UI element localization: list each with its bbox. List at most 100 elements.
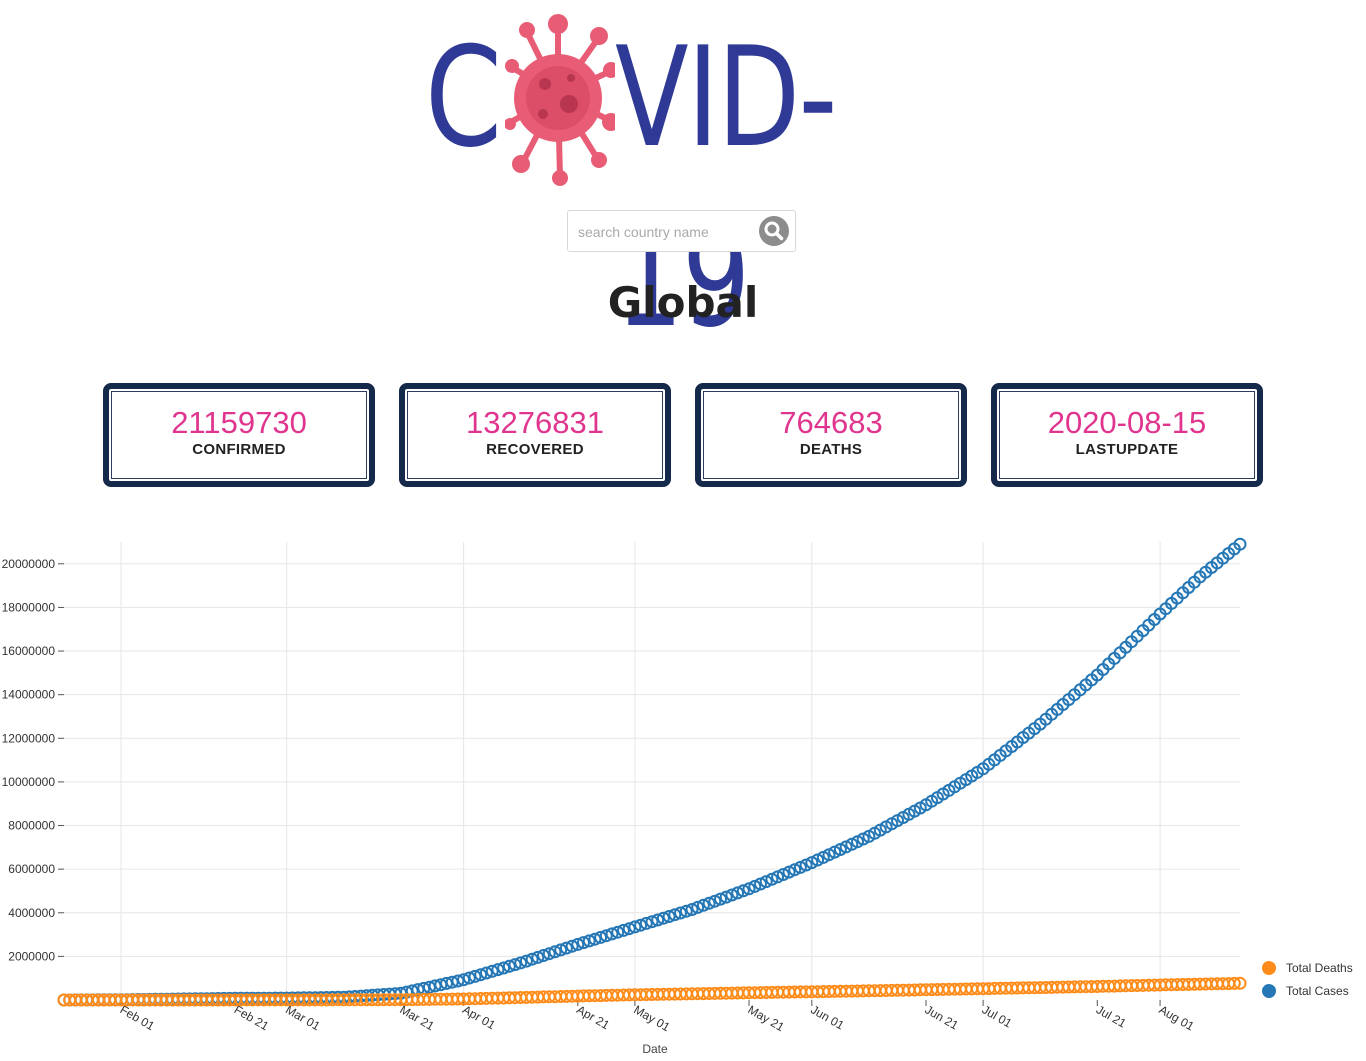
- cases-point: [548, 945, 562, 959]
- cases-point: [645, 915, 659, 929]
- legend-item-deaths[interactable]: Total Deaths: [1262, 956, 1353, 979]
- search-icon: [764, 221, 784, 241]
- cases-point: [617, 923, 630, 937]
- y-tick-label: 16000000: [2, 644, 56, 658]
- search-input[interactable]: [576, 217, 760, 247]
- y-tick-label: 4000000: [8, 906, 55, 920]
- cases-point: [611, 925, 625, 939]
- search-box: [567, 210, 796, 252]
- cases-point: [708, 894, 722, 908]
- x-tick-label: Feb 21: [232, 1002, 272, 1033]
- cases-point: [685, 903, 699, 916]
- cases-point: [565, 939, 579, 953]
- stat-value: 764683: [779, 405, 883, 440]
- cases-point: [702, 896, 716, 910]
- cases-point: [554, 943, 568, 957]
- deaths-point: [1227, 976, 1241, 990]
- stat-label: LASTUPDATE: [1075, 441, 1179, 458]
- chart-legend: Total Deaths Total Cases: [1262, 956, 1353, 1002]
- legend-swatch-cases: [1262, 983, 1276, 998]
- covid-chart: 2000000 4000000 6000000 8000000 10000000 1200…: [2, 537, 1247, 1056]
- cases-point: [696, 898, 710, 912]
- cases-point: [656, 911, 670, 925]
- y-tick-label: 20000000: [2, 557, 56, 571]
- logo-text-vid19: VID-19: [615, 17, 837, 358]
- cases-point: [531, 950, 545, 964]
- cases-point: [577, 936, 590, 950]
- cases-point: [457, 973, 471, 987]
- cases-point: [719, 890, 733, 904]
- stat-value: 2020-08-15: [1047, 405, 1207, 440]
- cases-point: [582, 934, 596, 948]
- x-tick-label: Jul 21: [1094, 1002, 1129, 1030]
- cases-point: [497, 961, 511, 975]
- y-tick-label: 8000000: [8, 819, 55, 833]
- cases-point: [662, 910, 676, 923]
- cases-point: [468, 969, 482, 983]
- x-tick-label: Jul 01: [980, 1002, 1015, 1030]
- x-tick-label: Feb 01: [118, 1002, 158, 1033]
- cases-point: [674, 906, 687, 920]
- cases-point: [485, 964, 499, 978]
- y-tick-label: 12000000: [2, 731, 56, 745]
- cases-point: [599, 929, 613, 943]
- cases-point: [691, 900, 705, 914]
- stat-card-deaths: 764683 DEATHS: [695, 383, 967, 487]
- cases-point: [651, 913, 665, 927]
- cases-point: [571, 937, 585, 951]
- y-tick-label: 18000000: [2, 600, 56, 614]
- cases-point: [725, 888, 739, 902]
- cases-point: [508, 958, 522, 972]
- cases-point: [742, 882, 756, 896]
- cases-point: [668, 908, 682, 922]
- cases-point: [537, 949, 550, 962]
- cases-point: [525, 952, 539, 966]
- x-tick-label: Mar 01: [283, 1002, 323, 1033]
- stat-label: RECOVERED: [486, 441, 584, 458]
- stat-value: 21159730: [171, 405, 307, 440]
- deaths-point: [1233, 976, 1247, 990]
- stat-card-lastupdate: 2020-08-15 LASTUPDATE: [991, 383, 1263, 487]
- x-tick-label: Aug 01: [1157, 1002, 1197, 1033]
- x-tick-label: Mar 21: [397, 1002, 437, 1033]
- y-tick-label: 10000000: [2, 775, 56, 789]
- cases-point: [759, 875, 773, 889]
- cases-point: [474, 968, 488, 982]
- virus-icon: [505, 14, 615, 186]
- cases-point: [714, 892, 727, 906]
- cases-point: [628, 920, 642, 934]
- x-tick-label: Jun 01: [808, 1002, 846, 1032]
- cases-point: [479, 966, 493, 980]
- stat-label: DEATHS: [799, 441, 863, 458]
- legend-item-cases[interactable]: Total Cases: [1262, 979, 1353, 1002]
- cases-point: [736, 884, 750, 898]
- cases-point: [594, 930, 608, 944]
- cases-point: [679, 904, 693, 918]
- logo-text-c: C: [425, 17, 502, 178]
- cases-point: [451, 974, 465, 988]
- cases-point: [605, 927, 619, 941]
- stat-card-recovered: 13276831 RECOVERED: [399, 383, 671, 487]
- stat-card-confirmed: 21159730 CONFIRMED: [103, 383, 375, 487]
- cases-point: [519, 954, 533, 968]
- legend-swatch-deaths: [1262, 960, 1276, 975]
- x-axis-title: Date: [642, 1042, 668, 1056]
- x-tick-label: May 01: [631, 1002, 672, 1034]
- cases-point: [514, 956, 528, 970]
- cases-point: [502, 959, 516, 973]
- x-tick-label: Apr 21: [574, 1002, 612, 1032]
- y-tick-label: 14000000: [2, 688, 56, 702]
- search-button[interactable]: [759, 216, 789, 246]
- legend-label: Total Deaths: [1286, 960, 1353, 975]
- x-tick-label: Apr 01: [460, 1002, 498, 1032]
- cases-point: [622, 922, 636, 936]
- stat-label: CONFIRMED: [192, 441, 286, 458]
- stat-value: 13276831: [466, 405, 604, 440]
- x-tick-label: May 21: [746, 1002, 787, 1034]
- page-title: Global: [607, 278, 759, 327]
- cases-point: [634, 918, 648, 932]
- y-tick-label: 2000000: [8, 949, 55, 963]
- cases-point: [1233, 537, 1247, 551]
- cases-point: [491, 963, 505, 977]
- cases-point: [542, 947, 556, 961]
